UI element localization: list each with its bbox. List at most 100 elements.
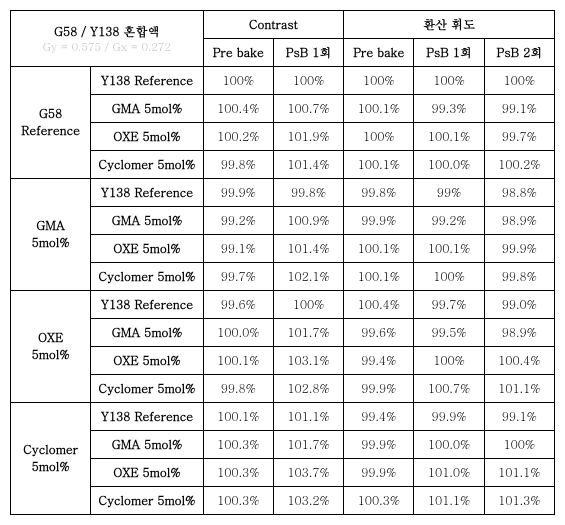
data-cell: 100.1% xyxy=(203,347,273,375)
data-cell: 99.2% xyxy=(414,207,484,235)
data-cell: 100% xyxy=(414,67,484,95)
data-cell: 100.9% xyxy=(273,207,343,235)
table-row: Cyclomer 5mol%99.7%102.1%100.1%100%99.8% xyxy=(11,263,555,291)
data-cell: 101.3% xyxy=(484,487,554,515)
data-cell: 99.7% xyxy=(203,263,273,291)
data-cell: 100.3% xyxy=(203,431,273,459)
data-cell: 101.7% xyxy=(273,431,343,459)
data-cell: 100% xyxy=(484,431,554,459)
data-cell: 100% xyxy=(414,347,484,375)
data-cell: 100.3% xyxy=(203,459,273,487)
header-group-contrast: Contrast xyxy=(203,11,344,39)
data-cell: 100% xyxy=(203,67,273,95)
data-cell: 98.9% xyxy=(484,319,554,347)
data-cell: 99.3% xyxy=(414,95,484,123)
header-title-main: G58 / Y138 혼합액 xyxy=(13,23,201,40)
col-header: PsB 1회 xyxy=(273,39,343,67)
data-cell: 99% xyxy=(414,179,484,207)
data-cell: 99.9% xyxy=(344,207,414,235)
data-cell: 99.1% xyxy=(203,235,273,263)
data-cell: 101.4% xyxy=(273,151,343,179)
data-cell: 101.1% xyxy=(484,375,554,403)
data-cell: 100.7% xyxy=(414,375,484,403)
row-group-label: OXE5mol% xyxy=(11,291,91,403)
data-cell: 100.1% xyxy=(344,263,414,291)
table-row: GMA 5mol%100.4%100.7%100.1%99.3%99.1% xyxy=(11,95,555,123)
table-row: Cyclomer5mol%Y138 Reference100.1%101.1%9… xyxy=(11,403,555,431)
data-cell: 99.9% xyxy=(344,459,414,487)
data-cell: 100.2% xyxy=(203,123,273,151)
data-cell: 101.4% xyxy=(273,235,343,263)
table-row: GMA5mol%Y138 Reference99.9%99.8%99.8%99%… xyxy=(11,179,555,207)
table-row: GMA 5mol%100.3%101.7%99.9%100.0%100% xyxy=(11,431,555,459)
data-cell: 100% xyxy=(484,67,554,95)
data-cell: 100% xyxy=(273,67,343,95)
data-cell: 100.1% xyxy=(344,151,414,179)
data-cell: 102.8% xyxy=(273,375,343,403)
data-cell: 101.9% xyxy=(273,123,343,151)
table-row: Cyclomer 5mol%99.8%102.8%99.9%100.7%101.… xyxy=(11,375,555,403)
data-cell: 99.2% xyxy=(203,207,273,235)
data-cell: 100.1% xyxy=(344,95,414,123)
data-cell: 100.2% xyxy=(484,151,554,179)
table-row: GMA 5mol%100.0%101.7%99.6%99.5%98.9% xyxy=(11,319,555,347)
table-row: OXE5mol%Y138 Reference99.6%100%100.4%99.… xyxy=(11,291,555,319)
data-cell: 100.4% xyxy=(344,291,414,319)
data-cell: 99.1% xyxy=(484,403,554,431)
data-cell: 100.1% xyxy=(414,235,484,263)
data-cell: 99.9% xyxy=(344,431,414,459)
row-label: GMA 5mol% xyxy=(91,431,203,459)
data-cell: 103.1% xyxy=(273,347,343,375)
data-cell: 101.1% xyxy=(414,487,484,515)
table-row: G58ReferenceY138 Reference100%100%100%10… xyxy=(11,67,555,95)
table-row: GMA 5mol%99.2%100.9%99.9%99.2%98.9% xyxy=(11,207,555,235)
data-cell: 100.0% xyxy=(414,431,484,459)
data-cell: 101.1% xyxy=(484,459,554,487)
table-row: OXE 5mol%100.3%103.7%99.9%101.0%101.1% xyxy=(11,459,555,487)
data-cell: 99.9% xyxy=(344,375,414,403)
data-cell: 99.1% xyxy=(484,95,554,123)
data-cell: 100.0% xyxy=(414,151,484,179)
data-cell: 99.8% xyxy=(344,179,414,207)
table-row: OXE 5mol%100.1%103.1%99.4%100%100.4% xyxy=(11,347,555,375)
data-cell: 99.0% xyxy=(484,291,554,319)
row-label: Y138 Reference xyxy=(91,179,203,207)
col-header: Pre bake xyxy=(344,39,414,67)
col-header: PsB 1회 xyxy=(414,39,484,67)
data-cell: 100.1% xyxy=(344,235,414,263)
data-cell: 100.3% xyxy=(344,487,414,515)
table-row: OXE 5mol%100.2%101.9%100%100.1%99.7% xyxy=(11,123,555,151)
row-label: Cyclomer 5mol% xyxy=(91,375,203,403)
row-group-label: GMA5mol% xyxy=(11,179,91,291)
header-group-luminance: 환산 휘도 xyxy=(344,11,555,39)
col-header: Pre bake xyxy=(203,39,273,67)
table-row: Cyclomer 5mol%100.3%103.2%100.3%101.1%10… xyxy=(11,487,555,515)
data-cell: 99.8% xyxy=(203,151,273,179)
row-label: Y138 Reference xyxy=(91,67,203,95)
data-cell: 100.4% xyxy=(203,95,273,123)
data-cell: 101.7% xyxy=(273,319,343,347)
row-group-label: Cyclomer5mol% xyxy=(11,403,91,515)
row-label: Cyclomer 5mol% xyxy=(91,151,203,179)
data-cell: 99.8% xyxy=(203,375,273,403)
row-label: GMA 5mol% xyxy=(91,207,203,235)
data-cell: 98.8% xyxy=(484,179,554,207)
data-cell: 100% xyxy=(273,291,343,319)
table-header: G58 / Y138 혼합액 Gy = 0.575 / Gx = 0.272 C… xyxy=(11,11,555,67)
data-cell: 101.0% xyxy=(414,459,484,487)
row-label: Cyclomer 5mol% xyxy=(91,487,203,515)
col-header: PsB 2회 xyxy=(484,39,554,67)
data-cell: 99.7% xyxy=(414,291,484,319)
data-cell: 100.4% xyxy=(484,347,554,375)
data-cell: 100.3% xyxy=(203,487,273,515)
row-label: OXE 5mol% xyxy=(91,347,203,375)
data-cell: 98.9% xyxy=(484,207,554,235)
data-cell: 100% xyxy=(344,123,414,151)
data-cell: 100.1% xyxy=(414,123,484,151)
data-cell: 99.9% xyxy=(414,403,484,431)
row-label: OXE 5mol% xyxy=(91,459,203,487)
data-cell: 99.4% xyxy=(344,347,414,375)
row-label: Y138 Reference xyxy=(91,403,203,431)
data-table: G58 / Y138 혼합액 Gy = 0.575 / Gx = 0.272 C… xyxy=(10,10,555,515)
row-label: Y138 Reference xyxy=(91,291,203,319)
